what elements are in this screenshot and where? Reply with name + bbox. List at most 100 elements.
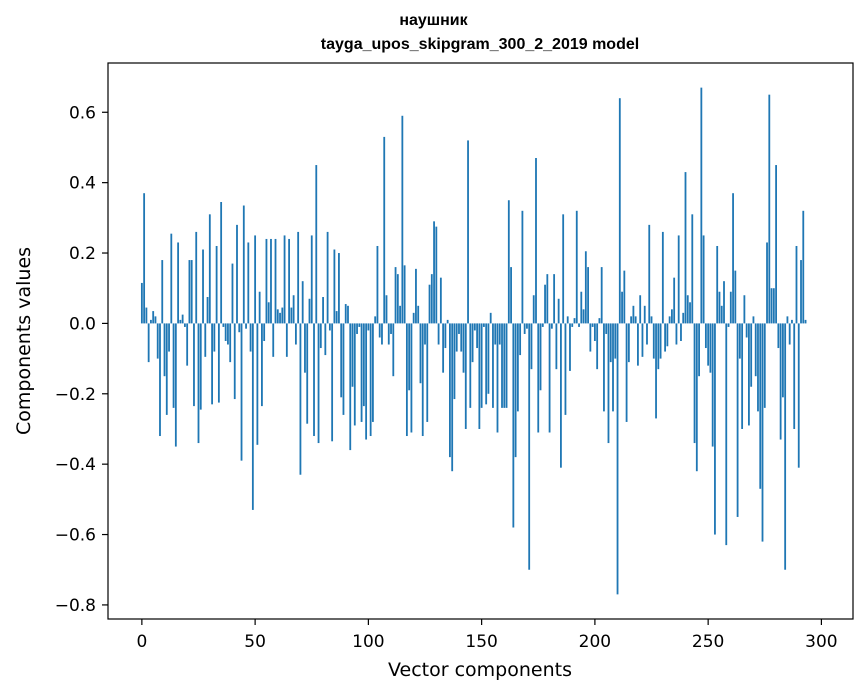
bar	[272, 323, 275, 357]
bar	[421, 323, 424, 437]
bar	[614, 323, 617, 359]
bar	[603, 323, 605, 412]
bar	[279, 312, 281, 324]
x-tick-label: 50	[244, 632, 266, 652]
bar	[693, 323, 696, 444]
bar	[154, 316, 157, 324]
bar	[215, 245, 218, 324]
bar	[786, 316, 789, 324]
bar	[263, 323, 266, 341]
bar	[310, 235, 313, 324]
bar	[725, 323, 728, 546]
bar	[514, 323, 517, 458]
bar	[557, 298, 560, 324]
bar	[505, 323, 508, 408]
bar	[526, 323, 528, 329]
x-axis-label: Vector components	[388, 659, 572, 681]
bar	[446, 319, 449, 324]
bar	[564, 323, 567, 415]
bar	[476, 323, 479, 349]
bar	[297, 231, 300, 324]
bar	[591, 323, 594, 327]
bar	[372, 323, 374, 422]
bar	[274, 238, 277, 324]
bar	[800, 260, 802, 324]
bar	[283, 235, 286, 324]
bar	[360, 323, 363, 422]
y-tick-label: 0.6	[69, 103, 96, 123]
bar	[439, 277, 442, 324]
bar	[147, 323, 150, 363]
bar	[489, 312, 492, 324]
bar	[430, 274, 433, 324]
bar	[748, 323, 750, 426]
bar	[358, 323, 361, 327]
bar	[229, 323, 232, 363]
bar	[804, 319, 807, 324]
bar	[553, 274, 556, 324]
bar	[569, 323, 571, 371]
bar	[342, 323, 345, 415]
bar	[630, 316, 633, 324]
bar	[754, 323, 757, 377]
bar	[550, 323, 553, 329]
bar	[396, 274, 399, 324]
bar	[532, 295, 535, 324]
bar	[383, 136, 386, 324]
bar	[267, 302, 270, 324]
bar	[519, 323, 522, 356]
bar	[199, 323, 202, 410]
bar	[485, 323, 488, 405]
bar	[582, 309, 585, 324]
bar	[344, 304, 347, 324]
bar	[609, 323, 612, 363]
y-tick-label: −0.6	[55, 526, 96, 546]
bar	[575, 210, 578, 324]
bar	[238, 323, 241, 333]
bar	[641, 323, 644, 357]
bar	[539, 323, 542, 391]
bar	[236, 224, 238, 324]
bar	[779, 323, 782, 440]
bar	[741, 323, 744, 429]
bar	[535, 158, 537, 324]
bar	[433, 221, 435, 324]
bar	[195, 231, 198, 324]
bar	[417, 305, 420, 324]
bar	[738, 323, 741, 359]
bar	[460, 323, 463, 352]
bar	[675, 323, 678, 345]
bar	[768, 94, 771, 324]
bar	[766, 242, 768, 324]
bar	[788, 323, 791, 345]
bar	[752, 316, 755, 324]
axes-frame	[107, 62, 854, 620]
bar	[494, 323, 497, 345]
bar	[444, 323, 447, 349]
bar	[480, 323, 483, 408]
bar	[469, 323, 472, 408]
bar	[671, 309, 673, 324]
bar	[410, 323, 413, 433]
bar	[627, 323, 630, 363]
bar	[598, 318, 601, 324]
bar	[686, 295, 689, 324]
bar	[170, 233, 173, 324]
bar	[369, 323, 372, 437]
bar	[387, 323, 390, 345]
bar	[340, 323, 343, 398]
bar	[304, 323, 306, 373]
bar	[408, 323, 411, 391]
bar	[168, 323, 170, 352]
bar	[464, 323, 467, 429]
bar	[208, 214, 211, 324]
bar	[242, 205, 245, 324]
bar	[181, 314, 184, 324]
bar	[625, 323, 628, 422]
bar	[775, 165, 777, 324]
bar	[548, 323, 551, 433]
bar	[650, 316, 653, 324]
bar	[673, 277, 676, 324]
bar	[367, 323, 370, 331]
